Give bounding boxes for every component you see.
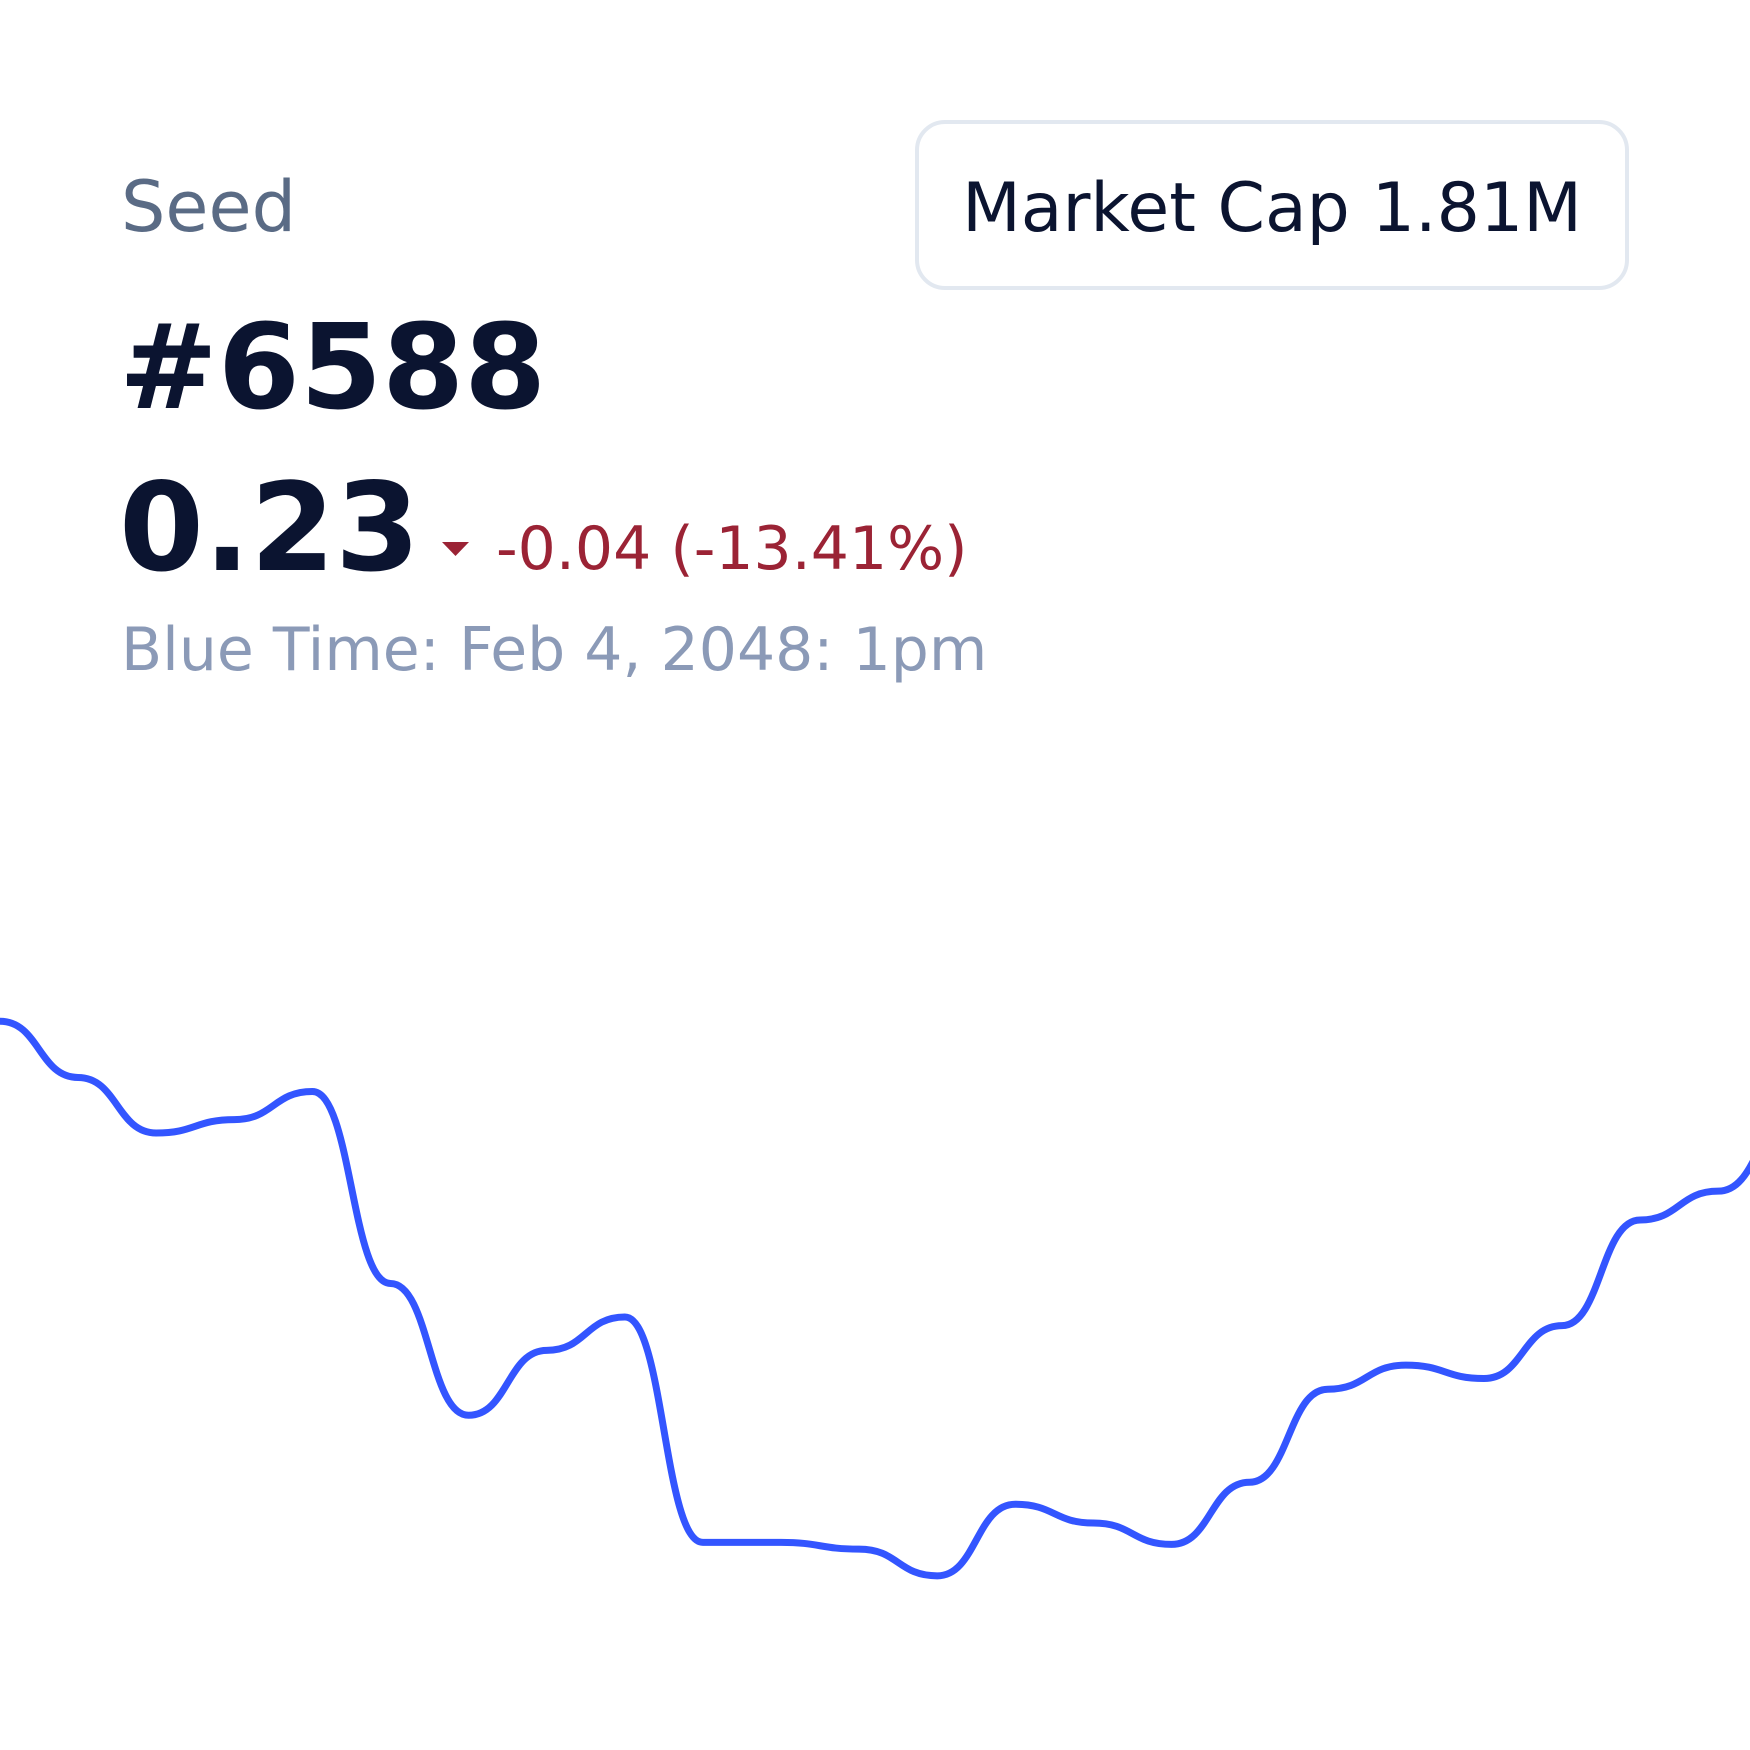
title: #6588 bbox=[119, 298, 546, 436]
price-line bbox=[0, 1017, 1750, 1580]
down-arrow bbox=[442, 542, 469, 556]
market-cap: Market Cap 1.81M bbox=[962, 169, 1582, 248]
price: 0.23 bbox=[119, 457, 420, 599]
market-cap-label: Market Cap bbox=[962, 169, 1350, 248]
label: Seed bbox=[121, 166, 296, 248]
change: -0.04 (-13.41%) bbox=[496, 514, 968, 584]
market-cap-value: 1.81M bbox=[1372, 169, 1582, 248]
timestamp: Blue Time: Feb 4, 2048: 1pm bbox=[121, 615, 987, 685]
plot bbox=[0, 1017, 1750, 1580]
market-cap-box bbox=[915, 120, 1629, 290]
